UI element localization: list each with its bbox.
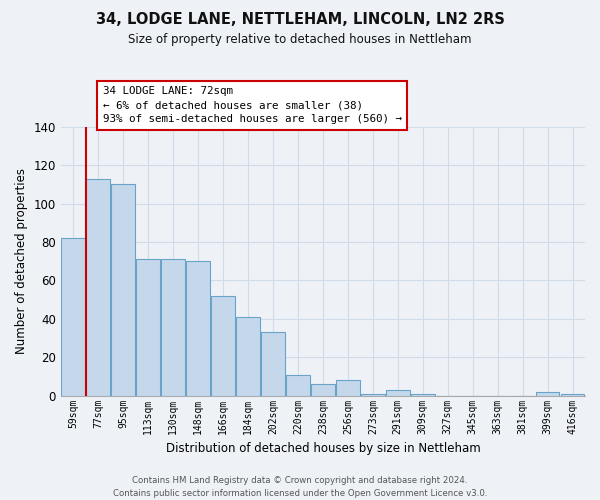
X-axis label: Distribution of detached houses by size in Nettleham: Distribution of detached houses by size … — [166, 442, 480, 455]
Text: 34 LODGE LANE: 72sqm
← 6% of detached houses are smaller (38)
93% of semi-detach: 34 LODGE LANE: 72sqm ← 6% of detached ho… — [103, 86, 402, 124]
Bar — [61, 238, 85, 396]
Bar — [112, 184, 135, 396]
Bar — [211, 296, 235, 396]
Bar — [186, 261, 210, 396]
Bar — [311, 384, 335, 396]
Bar — [286, 374, 310, 396]
Bar — [236, 317, 260, 396]
Bar — [86, 178, 110, 396]
Bar — [261, 332, 285, 396]
Bar — [336, 380, 360, 396]
Text: 34, LODGE LANE, NETTLEHAM, LINCOLN, LN2 2RS: 34, LODGE LANE, NETTLEHAM, LINCOLN, LN2 … — [95, 12, 505, 28]
Text: Contains HM Land Registry data © Crown copyright and database right 2024.
Contai: Contains HM Land Registry data © Crown c… — [113, 476, 487, 498]
Text: Size of property relative to detached houses in Nettleham: Size of property relative to detached ho… — [128, 32, 472, 46]
Bar — [361, 394, 385, 396]
Bar — [136, 260, 160, 396]
Bar — [536, 392, 559, 396]
Bar — [161, 260, 185, 396]
Bar — [560, 394, 584, 396]
Bar — [386, 390, 410, 396]
Y-axis label: Number of detached properties: Number of detached properties — [15, 168, 28, 354]
Bar — [411, 394, 434, 396]
